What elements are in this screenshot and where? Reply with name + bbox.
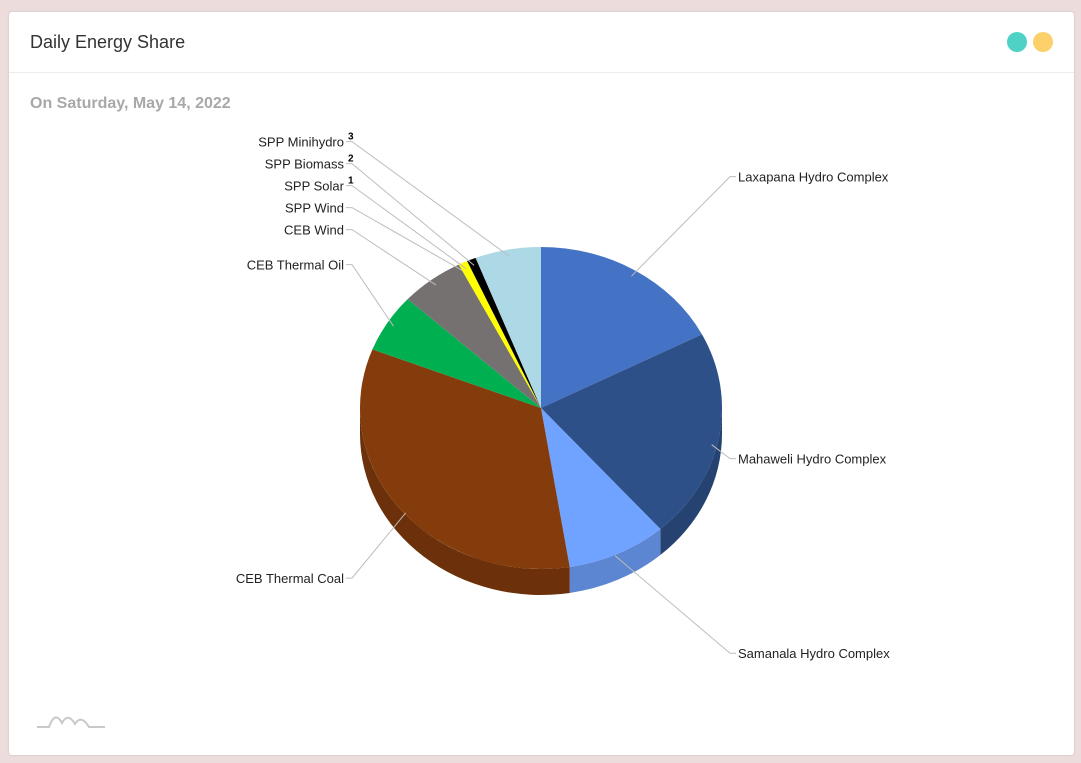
slice-side-samanala-hydro-complex: [569, 529, 661, 593]
slice-label-ceb-thermal-coal: CEB Thermal Coal: [236, 571, 344, 586]
mountain-wave-logo-icon: [37, 716, 105, 728]
pie-depth: [360, 408, 722, 595]
pie-slice-laxapana-hydro-complex[interactable]: [541, 247, 702, 408]
card-header: Daily Energy Share: [9, 12, 1074, 73]
slice-side-mahaweli-hydro-complex: [660, 408, 722, 556]
leader-lines: [346, 141, 736, 654]
slice-footnote-spp-minihydro: 3: [348, 132, 354, 143]
leader-line-spp-wind: [346, 207, 463, 271]
date-subtitle: On Saturday, May 14, 2022: [30, 95, 231, 112]
leader-line-ceb-thermal-coal: [346, 512, 407, 579]
slice-label-spp-biomass: SPP Biomass: [265, 157, 345, 172]
leader-line-mahaweli-hydro-complex: [711, 444, 736, 460]
amber-dot-button[interactable]: [1033, 32, 1053, 52]
slice-side-ceb-thermal-coal: [360, 408, 570, 595]
pie-slice-ceb-thermal-oil[interactable]: [372, 299, 541, 408]
slice-label-spp-solar: SPP Solar: [284, 179, 344, 194]
slice-footnote-spp-biomass: 2: [348, 154, 354, 165]
pie-slice-samanala-hydro-complex[interactable]: [541, 408, 661, 567]
slice-label-spp-minihydro: SPP Minihydro: [258, 135, 344, 150]
teal-dot-button[interactable]: [1007, 32, 1027, 52]
pie-slice-spp-minihydro[interactable]: [475, 247, 541, 408]
pie-slices: [360, 247, 722, 569]
slice-label-spp-wind: SPP Wind: [285, 201, 344, 216]
leader-line-spp-minihydro: [346, 141, 510, 257]
slice-label-mahaweli-hydro-complex: Mahaweli Hydro Complex: [738, 452, 887, 467]
leader-line-ceb-wind: [346, 229, 437, 286]
leader-line-ceb-thermal-oil: [346, 264, 394, 327]
slice-footnote-spp-solar: 1: [348, 176, 354, 187]
slice-label-samanala-hydro-complex: Samanala Hydro Complex: [738, 646, 890, 661]
pie-slice-spp-biomass[interactable]: [467, 257, 541, 408]
card-title: Daily Energy Share: [30, 32, 186, 52]
slice-label-laxapana-hydro-complex: Laxapana Hydro Complex: [738, 170, 889, 185]
slice-labels: Laxapana Hydro Complex Mahaweli Hydro Com…: [236, 132, 890, 662]
leader-line-laxapana-hydro-complex: [631, 176, 736, 277]
pie-slice-spp-solar[interactable]: [458, 261, 541, 408]
leader-line-spp-solar: [346, 185, 467, 269]
pie-slice-mahaweli-hydro-complex[interactable]: [541, 334, 722, 530]
pie-slice-ceb-thermal-coal[interactable]: [360, 349, 570, 569]
slice-label-ceb-wind: CEB Wind: [284, 223, 344, 238]
leader-line-spp-biomass: [346, 163, 475, 266]
pie-slice-ceb-wind[interactable]: [407, 264, 541, 408]
leader-line-samanala-hydro-complex: [614, 555, 736, 654]
slice-label-ceb-thermal-oil: CEB Thermal Oil: [247, 258, 344, 273]
